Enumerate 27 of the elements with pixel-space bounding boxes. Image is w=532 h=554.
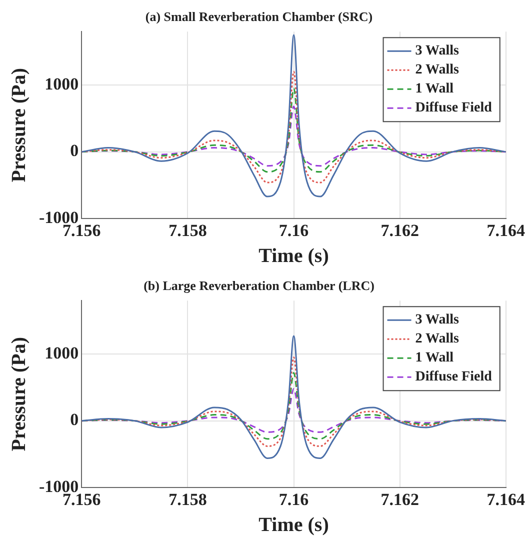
line-series	[82, 34, 506, 198]
legend-label: 1 Wall	[415, 82, 454, 97]
x-tick-label: 7.158	[168, 221, 207, 240]
x-tick-label: 7.162	[380, 490, 419, 510]
y-axis-title: Pressure (Pa)	[8, 68, 30, 182]
x-tick-label: 7.16	[278, 221, 309, 240]
legend-label: Diffuse Field	[415, 370, 492, 385]
y-tick-label: 1000	[44, 343, 79, 362]
x-tick-label: 7.162	[380, 221, 419, 240]
legend-label: 3 Walls	[415, 44, 460, 59]
x-tick-label: 7.158	[168, 490, 207, 510]
y-tick-label: 1000	[44, 74, 79, 94]
x-tick-label: 7.16	[278, 490, 309, 510]
x-tick-label: 7.164	[486, 221, 526, 240]
y-tick-label: 0	[70, 410, 79, 430]
legend-label: 3 Walls	[415, 312, 460, 328]
chart-title: (a) Small Reverberation Chamber (SRC)	[145, 9, 373, 24]
chart-title: (b) Large Reverberation Chamber (LRC)	[144, 278, 374, 294]
y-axis-title: Pressure (Pa)	[8, 336, 30, 452]
x-tick-label: 7.164	[486, 490, 526, 510]
legend-label: 2 Walls	[415, 332, 460, 347]
x-axis-title: Time (s)	[258, 514, 329, 536]
x-axis-title: Time (s)	[258, 245, 329, 268]
legend-label: 1 Wall	[415, 350, 454, 366]
legend-label: 2 Walls	[415, 62, 460, 78]
y-tick-label: 0	[70, 141, 79, 160]
legend-label: Diffuse Field	[415, 100, 492, 116]
